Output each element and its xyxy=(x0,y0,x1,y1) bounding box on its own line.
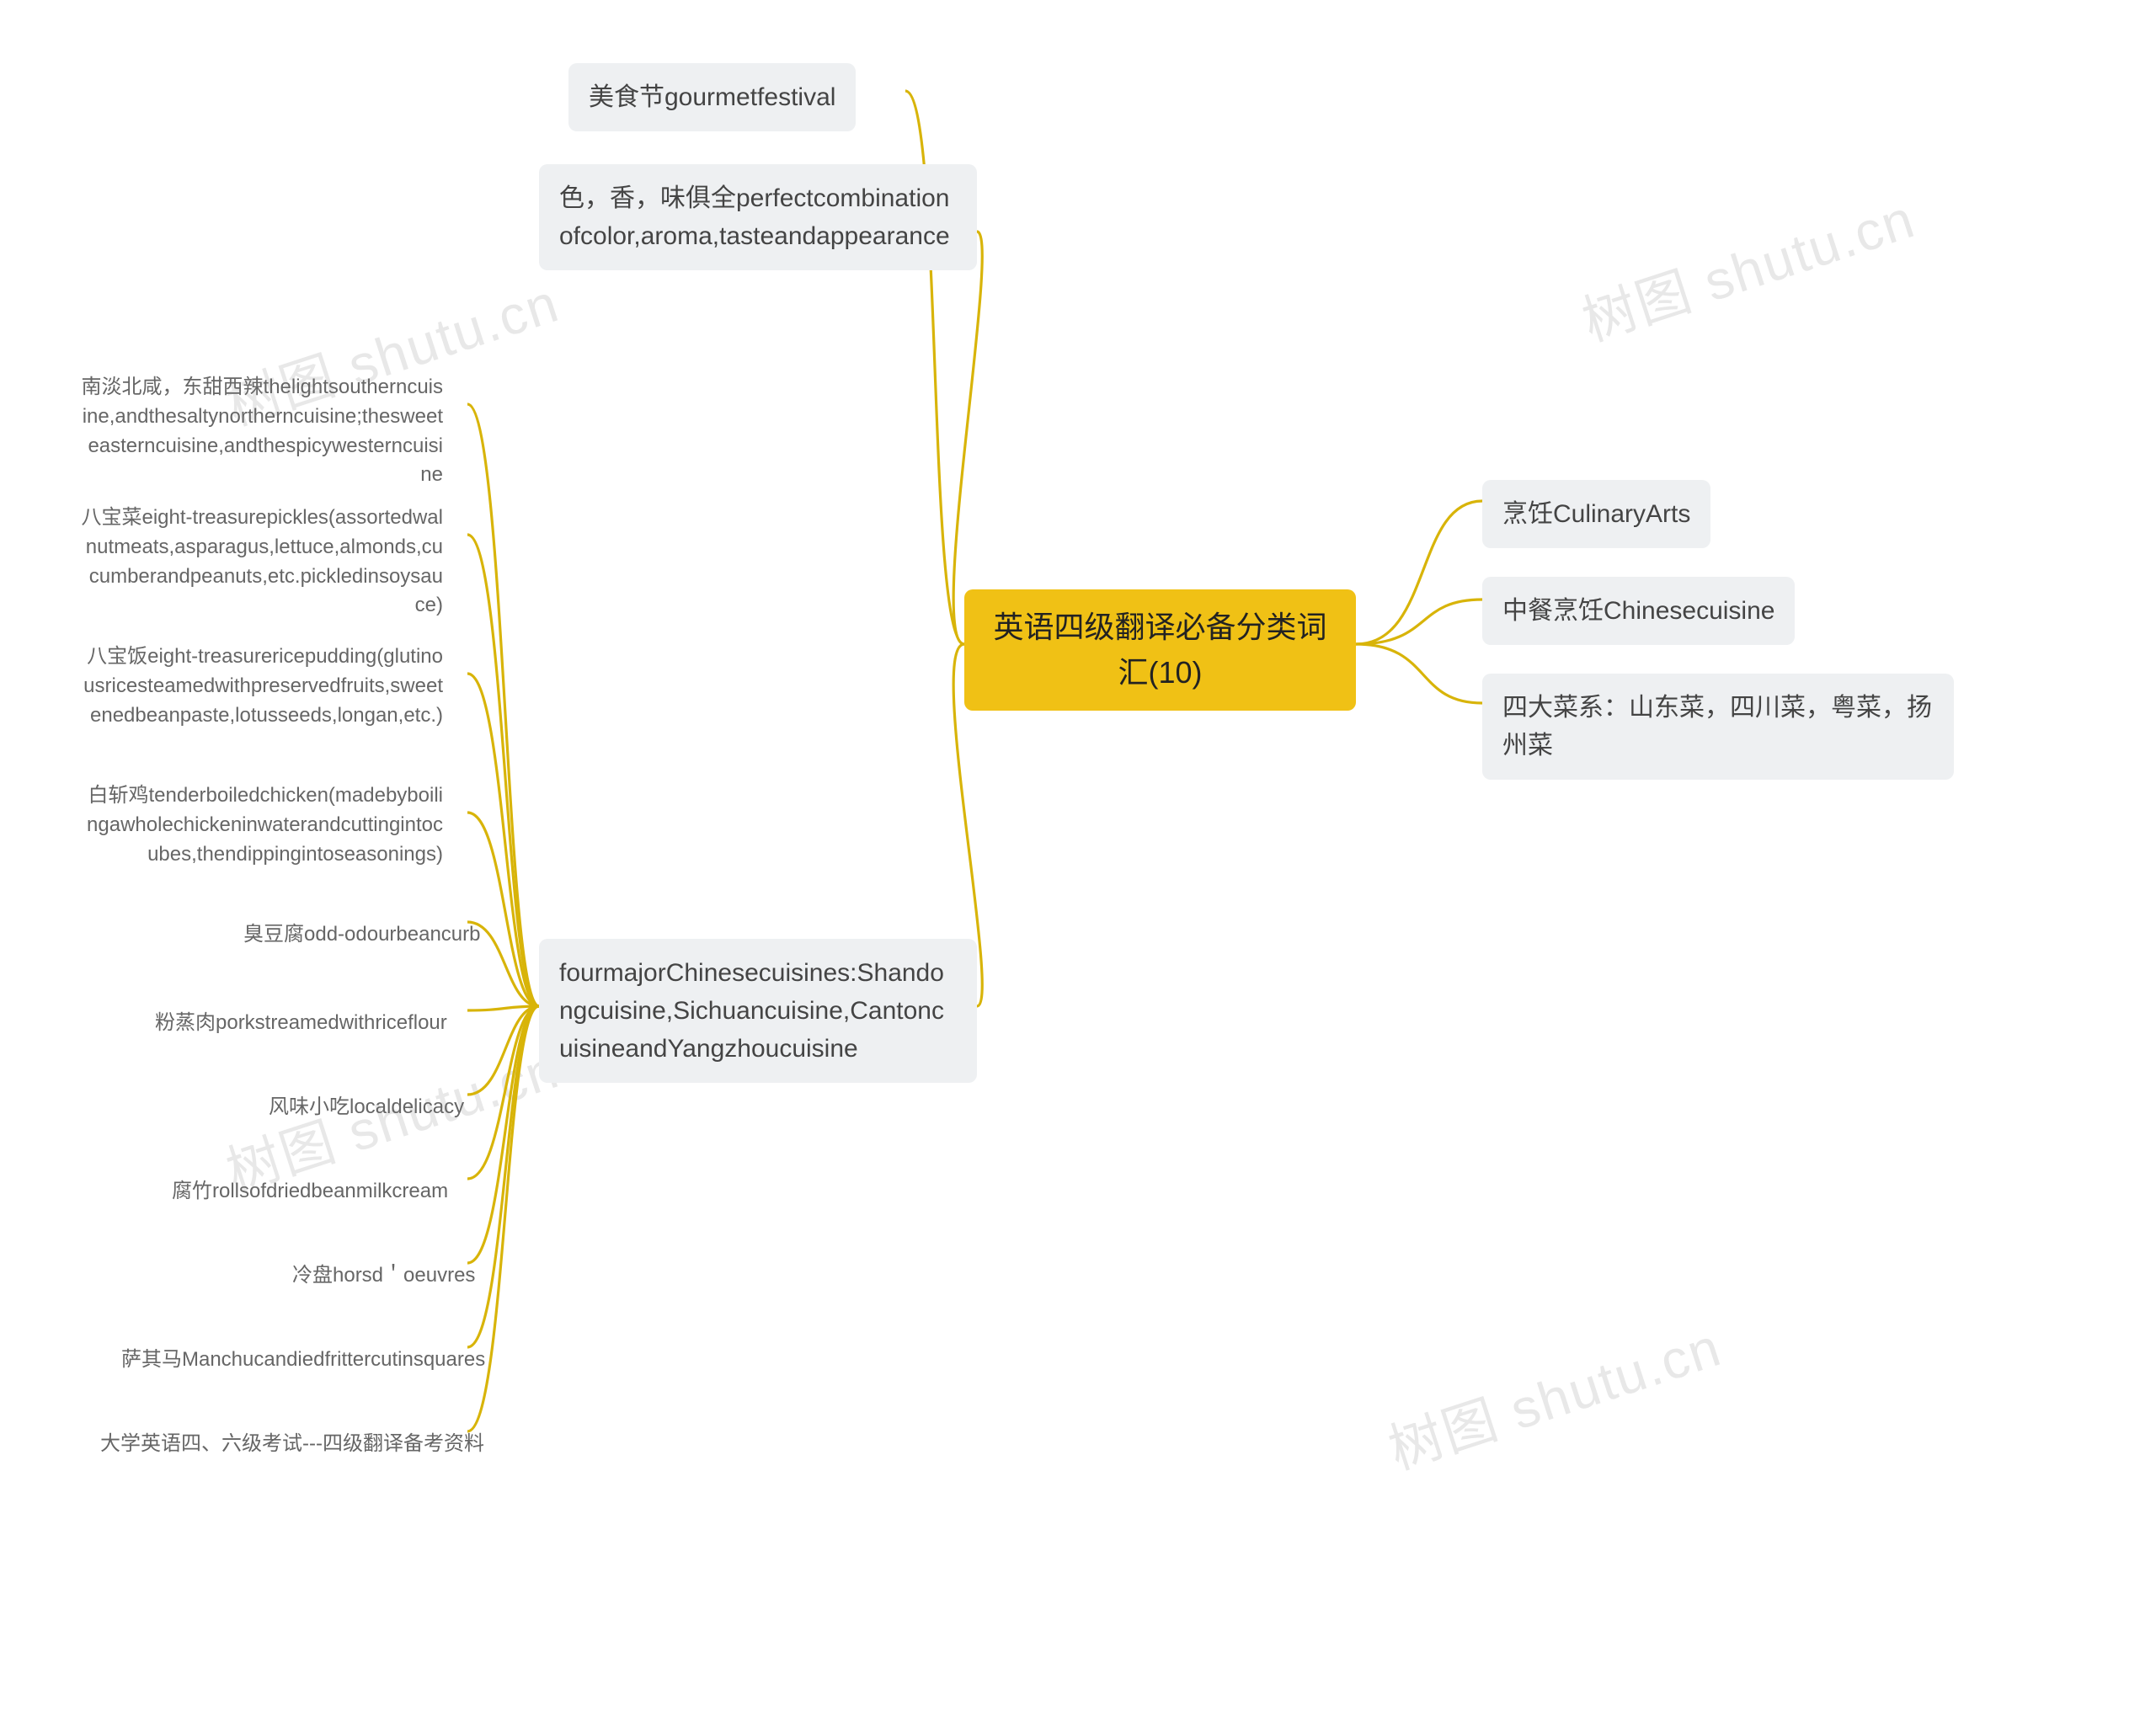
center-node: 英语四级翻译必备分类词汇(10) xyxy=(964,589,1356,711)
leaf-local-delicacy: 风味小吃localdelicacy xyxy=(248,1078,484,1138)
leaf-pork-rice-flour: 粉蒸肉porkstreamedwithriceflour xyxy=(135,994,467,1053)
right-node-chinese-cuisine: 中餐烹饪Chinesecuisine xyxy=(1482,577,1795,645)
right-node-four-cuisines-cn: 四大菜系：山东菜，四川菜，粤菜，扬州菜 xyxy=(1482,674,1954,780)
leaf-eight-treasure-pickles: 八宝菜eight-treasurepickles(assortedwalnutm… xyxy=(59,488,463,636)
left-node-perfect-combination: 色，香，味俱全perfectcombinationofcolor,aroma,t… xyxy=(539,164,977,270)
leaf-stinky-tofu: 臭豆腐odd-odourbeancurb xyxy=(223,905,501,965)
leaf-bean-milk-cream: 腐竹rollsofdriedbeanmilkcream xyxy=(152,1162,468,1222)
leaf-tender-boiled-chicken: 白斩鸡tenderboiledchicken(madebyboilingawho… xyxy=(59,766,463,884)
leaf-hors-doeuvres: 冷盘horsd＇oeuvres xyxy=(272,1246,495,1306)
leaf-eight-treasure-rice: 八宝饭eight-treasurericepudding(glutinousri… xyxy=(59,627,463,745)
watermark: 树图 shutu.cn xyxy=(1572,176,1924,356)
right-node-culinary-arts: 烹饪CulinaryArts xyxy=(1482,480,1710,548)
leaf-cet-materials: 大学英语四、六级考试---四级翻译备考资料 xyxy=(80,1415,504,1474)
left-node-gourmet-festival: 美食节gourmetfestival xyxy=(568,63,856,131)
leaf-sachima: 萨其马Manchucandiedfrittercutinsquares xyxy=(101,1330,505,1390)
left-node-four-cuisines-en: fourmajorChinesecuisines:Shandongcuisine… xyxy=(539,939,977,1083)
watermark: 树图 shutu.cn xyxy=(1378,1304,1730,1484)
leaf-south-north-sweet-spicy: 南淡北咸，东甜西辣thelightsoutherncuisine,andthes… xyxy=(59,358,463,505)
